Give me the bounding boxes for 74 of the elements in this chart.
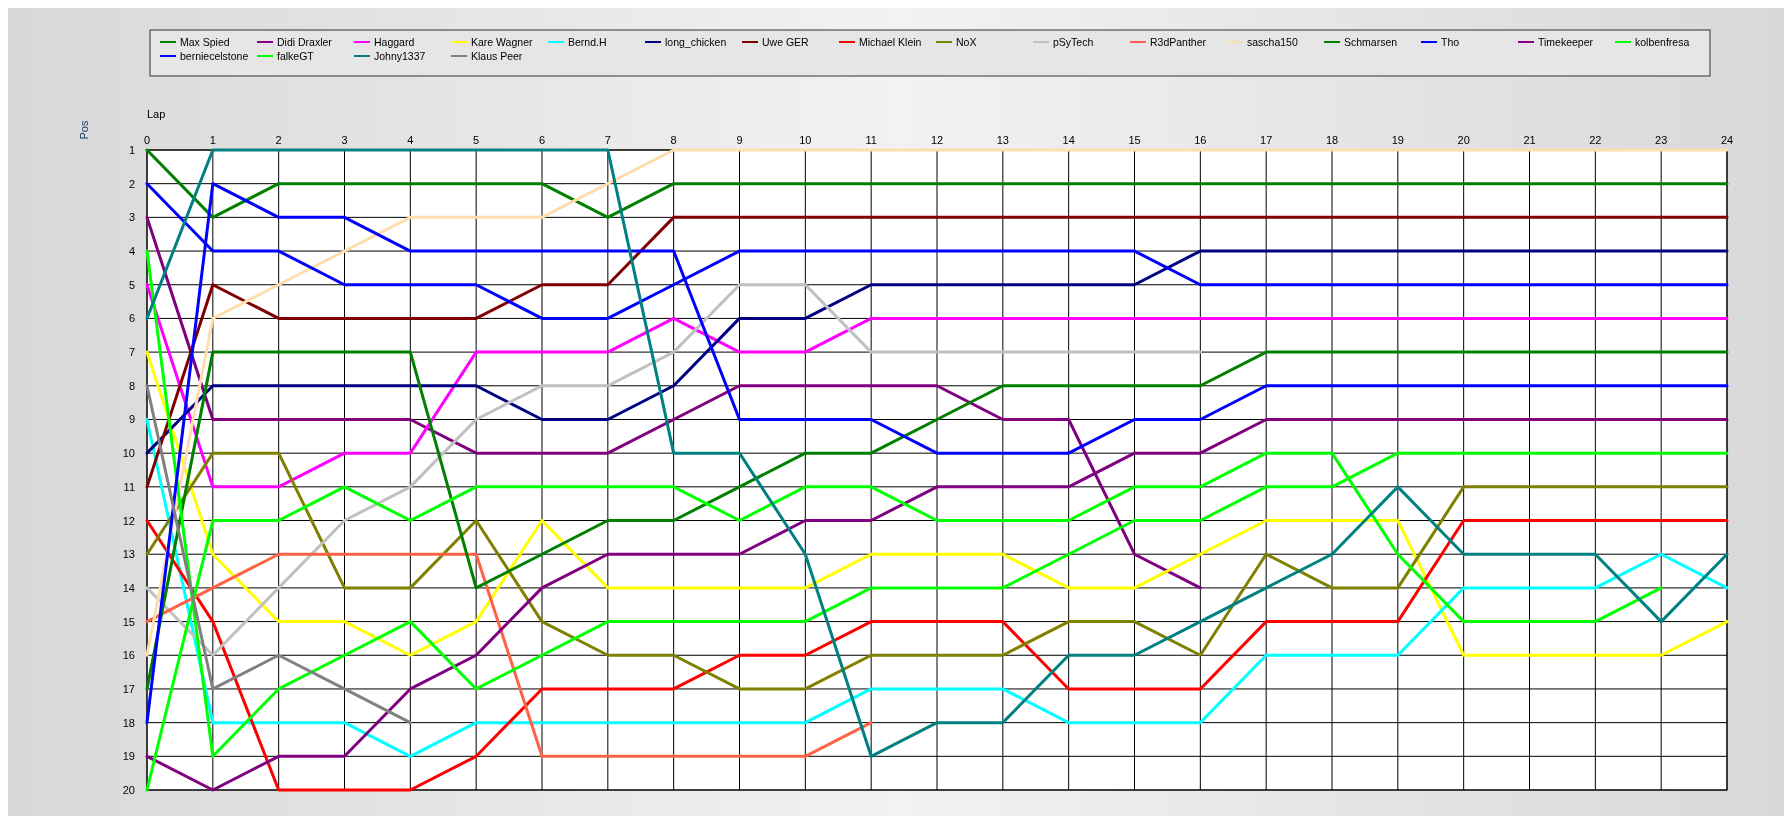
x-tick-label: 0 — [143, 134, 151, 146]
y-tick-label: 15 — [122, 615, 135, 628]
line-series — [145, 552, 873, 758]
y-tick-label: 10 — [122, 447, 135, 460]
x-tick-label: 15 — [1128, 134, 1141, 146]
y-tick-label: 16 — [122, 649, 135, 662]
line-series — [145, 384, 412, 725]
x-tick-label: 10 — [799, 134, 812, 146]
legend-label: Timekeeper — [1538, 36, 1594, 48]
y-tick-label: 4 — [128, 245, 135, 258]
x-tick-label: 12 — [930, 134, 944, 146]
y-tick-label: 9 — [128, 413, 135, 426]
x-tick-label: 14 — [1062, 134, 1075, 146]
y-tick-label: 1 — [128, 144, 135, 156]
line-series — [145, 283, 1729, 489]
x-tick-label: 19 — [1391, 134, 1404, 146]
x-tick-label: 20 — [1457, 134, 1470, 146]
x-tick-label: 4 — [407, 134, 414, 146]
x-tick-label: 24 — [1720, 134, 1734, 146]
x-axis-title: Lap — [147, 108, 166, 120]
y-tick-label: 5 — [128, 278, 135, 291]
legend-label: sascha150 — [1247, 36, 1298, 48]
y-tick-label: 18 — [122, 716, 135, 729]
x-tick-label: 7 — [604, 134, 611, 146]
line-series — [145, 283, 1202, 657]
legend-label: Kare Wagner — [471, 36, 533, 48]
line-series — [145, 249, 1729, 455]
x-tick-label: 9 — [736, 134, 743, 146]
legend-label: falkeGT — [277, 50, 315, 62]
legend-label: pSyTech — [1053, 36, 1094, 48]
y-axis-title: Pos — [78, 120, 90, 140]
legend-label: R3dPanther — [1150, 36, 1207, 48]
x-tick-label: 1 — [209, 134, 216, 146]
x-tick-label: 22 — [1589, 134, 1602, 146]
x-tick-label: 8 — [670, 134, 677, 146]
legend-label: Didi Draxler — [277, 36, 333, 48]
x-tick-label: 13 — [996, 134, 1009, 146]
legend-label: Uwe GER — [762, 36, 810, 48]
legend-label: Bernd.H — [568, 36, 607, 48]
y-tick-label: 20 — [122, 784, 135, 796]
y-tick-label: 8 — [128, 379, 135, 392]
x-tick-label: 3 — [341, 134, 348, 146]
y-tick-label: 6 — [128, 312, 135, 325]
x-tick-label: 23 — [1655, 134, 1668, 146]
y-tick-label: 12 — [122, 514, 135, 527]
legend-label: long_chicken — [665, 36, 727, 48]
x-tick-label: 17 — [1260, 134, 1273, 146]
line-series — [145, 451, 1729, 691]
y-tick-label: 11 — [123, 480, 135, 493]
y-tick-label: 3 — [128, 211, 135, 224]
legend-label: Klaus Peer — [471, 50, 523, 62]
x-tick-label: 16 — [1194, 134, 1207, 146]
y-tick-label: 17 — [122, 682, 135, 695]
y-tick-label: 19 — [122, 750, 135, 763]
x-tick-label: 11 — [865, 134, 877, 146]
x-tick-label: 18 — [1325, 134, 1339, 146]
x-tick-label: 2 — [275, 134, 282, 146]
line-series — [145, 215, 1729, 489]
y-tick-label: 7 — [128, 346, 135, 359]
y-tick-label: 14 — [122, 581, 135, 594]
legend-label: Haggard — [374, 36, 415, 48]
x-tick-label: 21 — [1523, 134, 1536, 146]
legend-label: Max Spied — [180, 36, 230, 48]
y-tick-label: 2 — [128, 177, 135, 190]
x-tick-label: 6 — [538, 134, 546, 146]
legend-label: Johny1337 — [374, 50, 426, 62]
legend-label: Tho — [1441, 36, 1460, 48]
legend-label: Schmarsen — [1344, 36, 1398, 48]
legend-label: Michael Klein — [859, 36, 922, 48]
legend-label: NoX — [956, 36, 977, 48]
y-tick-label: 13 — [122, 548, 135, 561]
legend-label: kolbenfresa — [1635, 36, 1690, 48]
legend-label: berniecelstone — [180, 50, 249, 62]
x-tick-label: 5 — [473, 134, 480, 146]
